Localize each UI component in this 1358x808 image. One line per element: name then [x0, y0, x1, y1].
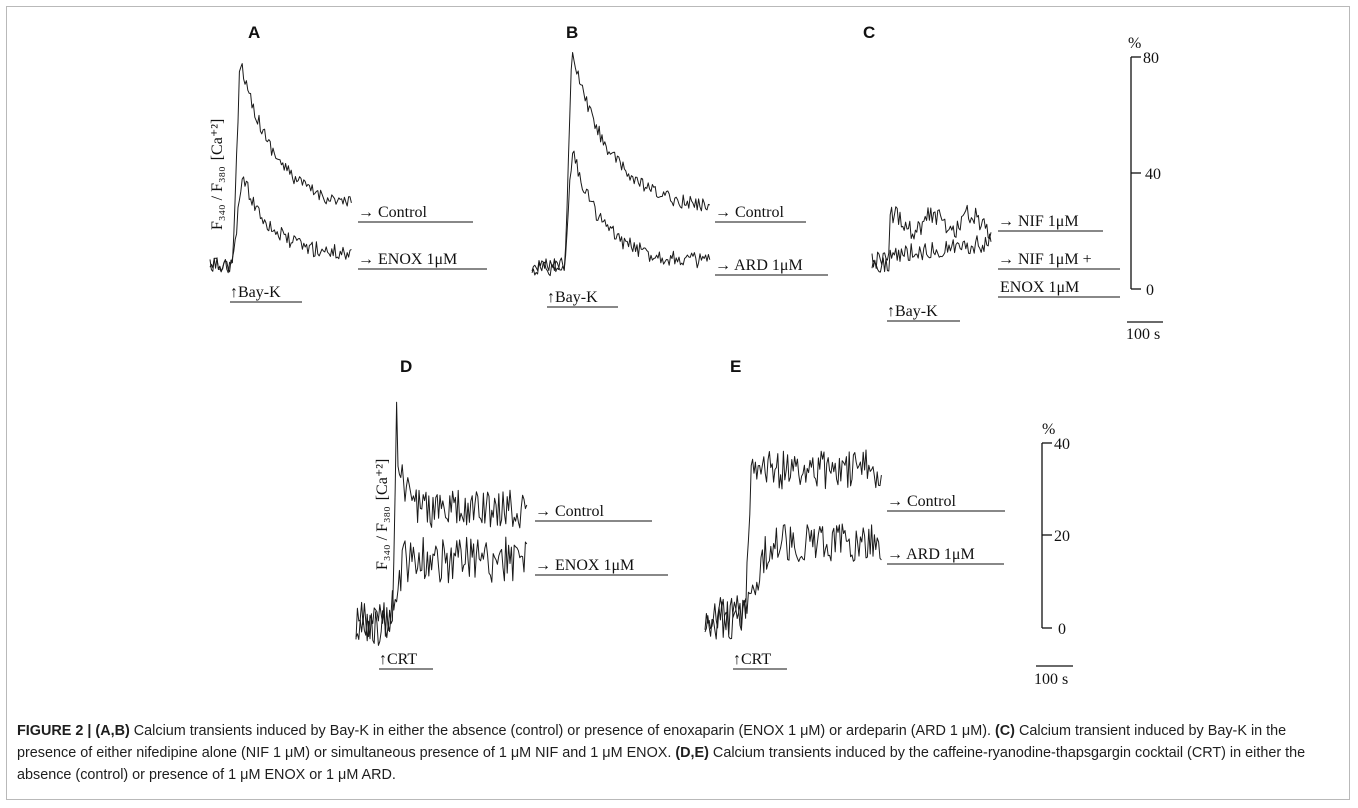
label-c-nif-enox-2: ENOX 1μM	[1000, 279, 1079, 296]
label-d-enox: → ENOX 1μM	[535, 557, 634, 574]
scale-bottom-unit: %	[1042, 421, 1055, 438]
scale-bottom-tick-40: 40	[1054, 436, 1070, 453]
scale-top-unit: %	[1128, 35, 1141, 52]
stimulus-a-bayk: ↑Bay-K	[230, 284, 281, 301]
y-axis-label-bottom: F₃₄₀ / F₃₈₀[Ca⁺²]	[374, 459, 391, 570]
trace-a-control	[209, 63, 352, 273]
figure-caption: FIGURE 2 | (A,B) Calcium transients indu…	[17, 720, 1342, 786]
scale-bar-top	[1127, 56, 1163, 323]
stimulus-c-bayk: ↑Bay-K	[887, 303, 938, 320]
panel-letter-c: C	[863, 23, 875, 42]
label-d-control: → Control	[535, 503, 604, 520]
trace-d-enox	[355, 536, 528, 646]
trace-e-ard	[704, 523, 882, 640]
caption-de-label: (D,E)	[675, 745, 709, 761]
scale-top-time: 100 s	[1126, 326, 1160, 343]
stimulus-b-bayk: ↑Bay-K	[547, 289, 598, 306]
label-a-enox: → ENOX 1μM	[358, 251, 457, 268]
caption-de-text: Calcium transients induced by the caffei…	[17, 745, 1306, 783]
scale-bar-bottom	[1036, 442, 1073, 667]
trace-e-control	[704, 449, 882, 635]
trace-b-control	[531, 52, 710, 273]
trace-d-control	[355, 401, 528, 640]
stimulus-e-crt: ↑CRT	[733, 651, 771, 668]
panel-letter-e: E	[730, 357, 741, 376]
scale-top-tick-40: 40	[1145, 166, 1161, 183]
label-b-ard: → ARD 1μM	[715, 257, 803, 274]
scale-top-tick-0: 0	[1146, 282, 1154, 299]
figure-panels: A B C D E F₃₄₀ / F₃₈₀[Ca⁺²] F₃₄₀ / F₃₈₀[…	[209, 23, 1163, 688]
scale-bottom-tick-20: 20	[1054, 528, 1070, 545]
label-e-ard: → ARD 1μM	[887, 546, 975, 563]
trace-c-nif-enox	[871, 233, 992, 273]
scale-bottom-tick-0: 0	[1058, 621, 1066, 638]
caption-c-text: Calcium transient induced by Bay-K in th…	[17, 723, 1287, 761]
trace-a-enox	[209, 176, 352, 274]
panel-letter-a: A	[248, 23, 260, 42]
figure-frame	[6, 6, 1350, 800]
label-c-nif-enox-1: → NIF 1μM +	[998, 251, 1092, 268]
caption-ab-text: Calcium transients induced by Bay-K in e…	[129, 723, 995, 739]
caption-c-label: (C)	[995, 723, 1015, 739]
label-c-nif: → NIF 1μM	[998, 213, 1079, 230]
panel-letter-d: D	[400, 357, 412, 376]
scale-bottom-time: 100 s	[1034, 671, 1068, 688]
y-axis-label-top: F₃₄₀ / F₃₈₀[Ca⁺²]	[209, 119, 226, 230]
caption-ab-label: (A,B)	[95, 723, 130, 739]
label-b-control: → Control	[715, 204, 784, 221]
label-e-control: → Control	[887, 493, 956, 510]
stimulus-d-crt: ↑CRT	[379, 651, 417, 668]
scale-top-tick-80: 80	[1143, 50, 1159, 67]
trace-c-nif	[871, 204, 992, 269]
trace-b-ard	[531, 150, 711, 277]
caption-figure-label: FIGURE 2 |	[17, 723, 92, 739]
panel-letter-b: B	[566, 23, 578, 42]
label-a-control: → Control	[358, 204, 427, 221]
